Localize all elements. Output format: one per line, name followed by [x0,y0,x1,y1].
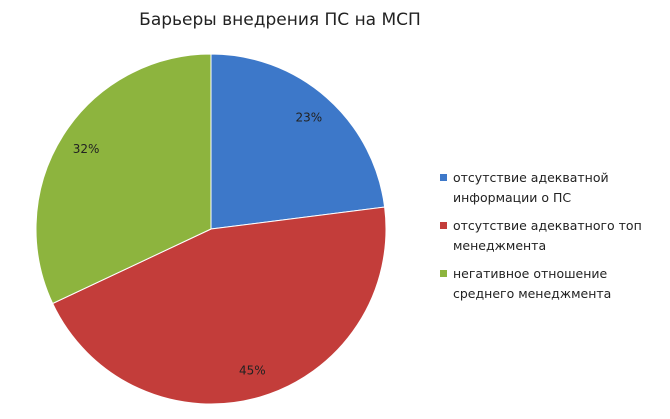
legend-swatch [440,222,447,229]
pie-slice [51,206,387,405]
legend-item: отсутствие адекватного топ менеджмента [440,216,665,256]
pie-slice [210,53,386,230]
data-label: 32% [73,142,100,156]
legend-item: отсутствие адекватной информации о ПС [440,168,665,208]
legend-label: отсутствие адекватного топ менеджмента [453,218,642,253]
legend-item: негативное отношение среднего менеджмент… [440,264,665,304]
legend: отсутствие адекватной информации о ПС отс… [440,168,665,312]
legend-label: отсутствие адекватной информации о ПС [453,170,609,205]
data-label: 23% [296,110,323,124]
legend-swatch [440,174,447,181]
chart-title: Барьеры внедрения ПС на МСП [139,10,421,30]
pie-slice [35,53,212,305]
legend-swatch [440,270,447,277]
data-label: 45% [239,364,266,378]
legend-label: негативное отношение среднего менеджмент… [453,266,612,301]
